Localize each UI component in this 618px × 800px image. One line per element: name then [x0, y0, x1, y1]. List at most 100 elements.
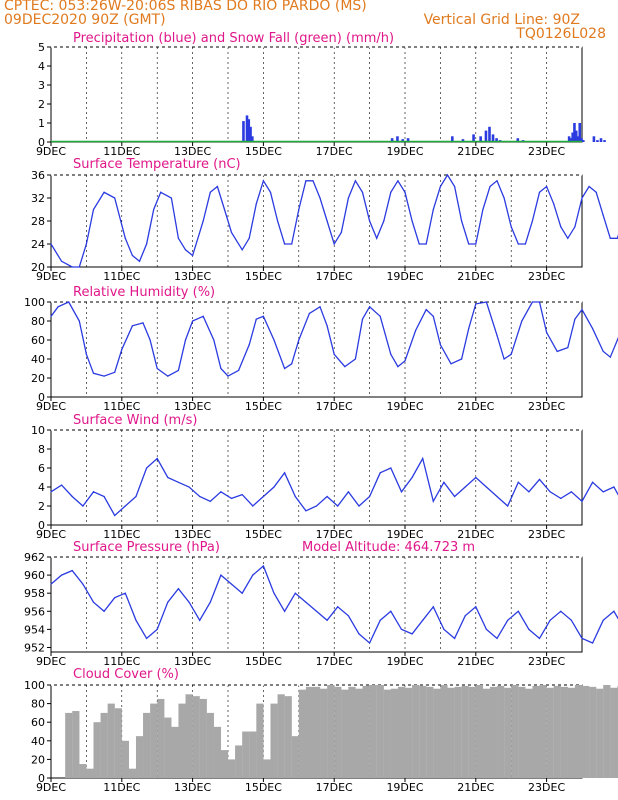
data-point [485, 301, 488, 303]
data-point [432, 208, 434, 211]
data-point [524, 243, 526, 245]
cloud-bar [305, 686, 314, 778]
data-point [400, 491, 403, 493]
y-tick-label: 20 [31, 753, 45, 766]
data-point [71, 495, 73, 498]
data-point [92, 372, 95, 374]
y-tick-label: 40 [31, 735, 45, 748]
data-point [103, 191, 105, 193]
cloud-bar [475, 685, 483, 778]
data-point [390, 467, 392, 469]
precip-bar [578, 123, 582, 142]
data-point [315, 610, 318, 612]
data-point [453, 637, 456, 640]
precip-bar [495, 138, 498, 142]
cloud-bar [114, 708, 122, 778]
y-tick-label: 1 [38, 117, 45, 130]
data-point [517, 610, 519, 612]
x-tick-label: 11DEC [103, 528, 140, 541]
cloud-bar [560, 686, 568, 778]
cloud-bar [270, 703, 278, 778]
data-point [432, 500, 434, 502]
panel-frame [50, 301, 583, 398]
panel-title: Surface Pressure (hPa) [73, 540, 220, 555]
panel-title: Cloud Cover (%) [73, 667, 179, 682]
data-point [383, 220, 385, 222]
panel-5 [47, 556, 618, 656]
precip-bar [567, 136, 571, 142]
data-point [531, 301, 534, 303]
cloud-bar [447, 687, 455, 778]
data-point [553, 203, 555, 205]
series-line [50, 564, 618, 645]
data-point [581, 309, 583, 311]
cloud-bar [610, 687, 618, 778]
data-point [61, 260, 63, 262]
data-point [145, 637, 148, 640]
data-point [337, 606, 339, 608]
x-tick-label: 9DEC [36, 528, 66, 541]
data-point [220, 574, 222, 576]
cloud-bar [135, 736, 144, 778]
x-tick-label: 11DEC [103, 781, 140, 794]
x-tick-label: 13DEC [174, 528, 211, 541]
data-point [68, 301, 70, 303]
data-point [549, 619, 551, 621]
data-point [241, 494, 243, 496]
precip-bar [461, 139, 465, 142]
data-point [461, 358, 463, 360]
data-point [273, 486, 275, 488]
y-tick-label: 4 [38, 60, 45, 73]
cloud-bar [567, 687, 576, 778]
x-tick-label: 17DEC [316, 145, 353, 158]
cloud-bar [220, 750, 229, 778]
data-point [202, 220, 204, 222]
data-point [358, 505, 360, 507]
data-point [347, 615, 349, 617]
data-point [262, 180, 264, 182]
x-tick-label: 19DEC [386, 400, 423, 413]
data-point [354, 358, 357, 360]
data-point [291, 243, 293, 245]
data-point [298, 208, 300, 211]
data-point [188, 601, 190, 603]
data-point [347, 491, 349, 493]
panel-title: Precipitation (blue) and Snow Fall (gree… [73, 31, 394, 46]
data-point [273, 339, 275, 341]
panel-4 [47, 429, 618, 529]
data-point [227, 375, 229, 377]
data-point [333, 353, 335, 355]
data-point [347, 197, 349, 199]
data-point [592, 481, 594, 483]
y-tick-label: 962 [24, 551, 45, 564]
cloud-bar [369, 685, 377, 778]
data-point [397, 366, 399, 368]
data-point [177, 588, 180, 590]
y-tick-label: 8 [38, 443, 45, 456]
precip-bar [574, 130, 578, 142]
data-point [184, 339, 187, 341]
data-point [131, 254, 134, 257]
cloud-bar [546, 687, 554, 778]
data-point [167, 601, 169, 603]
cloud-bar [291, 736, 299, 778]
data-point [248, 344, 250, 346]
data-point [613, 610, 615, 612]
precip-bar [247, 119, 251, 142]
data-point [432, 606, 434, 608]
data-point [284, 367, 286, 370]
data-point [570, 491, 572, 493]
data-point [71, 266, 73, 268]
data-point [252, 505, 254, 507]
x-tick-label: 17DEC [316, 655, 353, 668]
y-tick-label: 100 [24, 679, 45, 692]
data-point [560, 226, 562, 228]
precip-bar [491, 134, 495, 142]
cloud-bar [362, 685, 370, 778]
cloud-bar [440, 685, 448, 778]
panel-title: Relative Humidity (%) [73, 285, 215, 300]
data-point [464, 486, 466, 488]
data-point [549, 491, 551, 493]
y-tick-label: 40 [31, 353, 45, 366]
